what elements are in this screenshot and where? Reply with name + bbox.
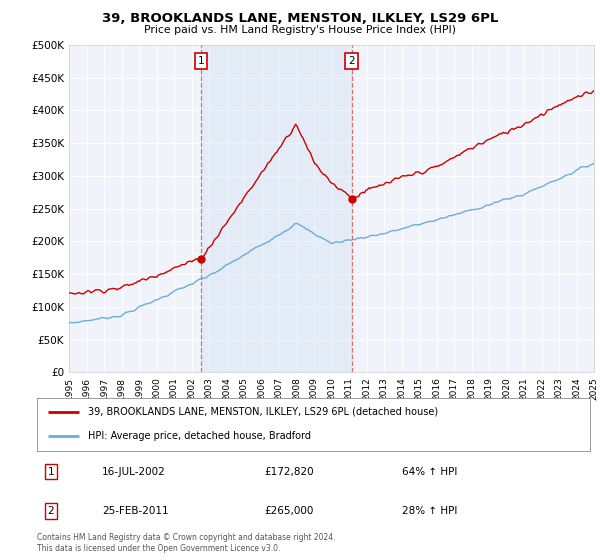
Text: Contains HM Land Registry data © Crown copyright and database right 2024.
This d: Contains HM Land Registry data © Crown c…: [37, 533, 336, 553]
Text: 1: 1: [47, 466, 55, 477]
Text: £265,000: £265,000: [264, 506, 313, 516]
Text: 39, BROOKLANDS LANE, MENSTON, ILKLEY, LS29 6PL (detached house): 39, BROOKLANDS LANE, MENSTON, ILKLEY, LS…: [88, 407, 438, 417]
Text: £172,820: £172,820: [264, 466, 314, 477]
Text: 16-JUL-2002: 16-JUL-2002: [102, 466, 166, 477]
Bar: [201, 45, 352, 372]
Text: 39, BROOKLANDS LANE, MENSTON, ILKLEY, LS29 6PL: 39, BROOKLANDS LANE, MENSTON, ILKLEY, LS…: [102, 12, 498, 25]
Text: 28% ↑ HPI: 28% ↑ HPI: [402, 506, 457, 516]
Text: 2: 2: [349, 56, 355, 66]
Text: 64% ↑ HPI: 64% ↑ HPI: [402, 466, 457, 477]
Text: Price paid vs. HM Land Registry's House Price Index (HPI): Price paid vs. HM Land Registry's House …: [144, 25, 456, 35]
Text: 2: 2: [47, 506, 55, 516]
Text: 25-FEB-2011: 25-FEB-2011: [102, 506, 169, 516]
Text: HPI: Average price, detached house, Bradford: HPI: Average price, detached house, Brad…: [88, 431, 311, 441]
Text: 1: 1: [197, 56, 204, 66]
